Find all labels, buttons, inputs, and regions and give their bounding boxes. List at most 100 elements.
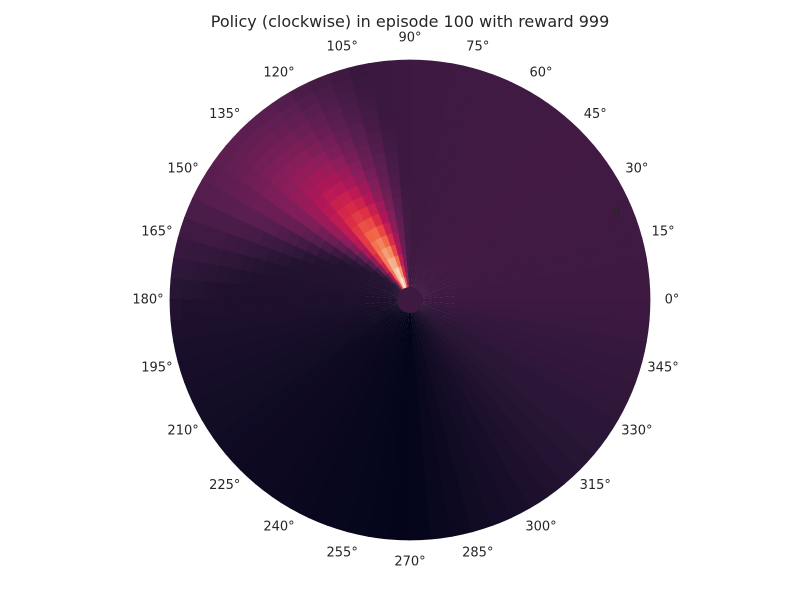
heatmap-cell (191, 396, 213, 421)
heatmap-cell (427, 364, 438, 379)
heatmap-cell (556, 312, 571, 329)
heatmap-cell (612, 261, 627, 283)
heatmap-cell (263, 437, 286, 459)
heatmap-cell (251, 424, 273, 447)
heatmap-cell (272, 287, 285, 301)
heatmap-cell (567, 417, 589, 441)
heatmap-cell (429, 311, 441, 321)
angle-tick-label: 30° (625, 162, 648, 177)
heatmap-cell (260, 299, 274, 314)
heatmap-cell (304, 440, 325, 460)
heatmap-cell (425, 480, 445, 495)
heatmap-cell (442, 418, 458, 434)
heatmap-cell (241, 391, 261, 413)
heatmap-cell (468, 514, 493, 533)
heatmap-cell (260, 417, 281, 439)
heatmap-cell (394, 242, 403, 256)
heatmap-cell (442, 329, 455, 342)
heatmap-cell (466, 351, 481, 366)
angle-tick-labels: 0° 15° 30° 45° 60° 75° 90° 105° 120° 135° 150° 165°… (132, 31, 679, 570)
heatmap-cell (409, 493, 429, 507)
heatmap-cell (405, 334, 411, 347)
heatmap-cell (626, 279, 639, 301)
heatmap-cell (339, 334, 354, 347)
heatmap-cell (395, 219, 405, 233)
heatmap-cell (512, 412, 532, 433)
heatmap-cell (300, 102, 324, 123)
heatmap-cell (433, 299, 446, 304)
heatmap-cell (349, 260, 363, 272)
heatmap-cell (455, 303, 468, 311)
heatmap-cell (472, 154, 491, 172)
heatmap-cell (405, 253, 411, 266)
heatmap-cell (451, 450, 470, 467)
heatmap-cell (350, 375, 365, 390)
heatmap-cell (284, 277, 298, 291)
heatmap-cell (512, 111, 536, 132)
heatmap-cell (616, 197, 637, 223)
heatmap-cell (415, 333, 423, 346)
heatmap-cell (379, 399, 393, 414)
heatmap-cell (462, 319, 476, 330)
heatmap-cell (319, 275, 333, 287)
heatmap-cell (291, 121, 314, 142)
heatmap-cell (231, 396, 252, 419)
heatmap-cell (389, 305, 401, 314)
heatmap-cell (400, 196, 411, 209)
heatmap-cell (542, 261, 558, 277)
heatmap-cell (545, 273, 559, 289)
angle-tick-label: 135° (209, 107, 240, 122)
heatmap-cell (379, 311, 391, 321)
heatmap-cell (238, 284, 251, 301)
heatmap-cell (369, 226, 382, 241)
heatmap-cell (395, 367, 405, 381)
heatmap-cell (564, 255, 580, 273)
heatmap-cell (317, 95, 341, 114)
heatmap-cell (193, 261, 208, 283)
heatmap-cell (398, 173, 411, 186)
heatmap-cell (251, 153, 273, 176)
heatmap-cell (312, 331, 327, 345)
heatmap-cell (500, 281, 514, 293)
heatmap-cell (365, 202, 379, 217)
heatmap-cell (367, 60, 391, 75)
heatmap-cell (379, 261, 391, 274)
heatmap-cell (482, 133, 503, 152)
heatmap-cell (396, 279, 405, 291)
heatmap-cell (346, 461, 367, 478)
heatmap-cell (549, 174, 570, 196)
heatmap-cell (383, 151, 399, 165)
heatmap-cell (514, 140, 536, 161)
heatmap-cell (474, 358, 490, 374)
heatmap-cell (386, 301, 399, 305)
heatmap-cell (183, 197, 204, 223)
heatmap-cell (436, 188, 450, 204)
heatmap-cell (390, 343, 399, 357)
heatmap-cell (578, 267, 593, 286)
heatmap-cell (240, 255, 256, 273)
heatmap-cell (387, 304, 400, 311)
heatmap-cell (619, 337, 636, 360)
heatmap-cell (385, 424, 400, 438)
heatmap-cell (312, 458, 334, 477)
heatmap-cell (454, 237, 468, 252)
heatmap-cell (419, 286, 431, 295)
heatmap-cell (590, 315, 605, 335)
heatmap-cell (381, 446, 398, 461)
heatmap-cell (277, 178, 298, 198)
heatmap-cell (390, 82, 411, 96)
heatmap-cell (352, 299, 364, 306)
heatmap-cell (469, 328, 484, 341)
heatmap-cell (419, 268, 428, 280)
heatmap-cell (578, 314, 593, 333)
heatmap-cell (439, 177, 454, 193)
heatmap-cell (269, 409, 289, 431)
heatmap-cell (242, 145, 265, 169)
heatmap-cell (272, 310, 286, 325)
heatmap-cell (222, 196, 242, 219)
heatmap-cell (409, 116, 427, 130)
heatmap-cell (409, 459, 426, 472)
heatmap-cell (350, 361, 365, 376)
heatmap-cell (365, 130, 383, 146)
angle-tick-label: 300° (525, 519, 556, 534)
